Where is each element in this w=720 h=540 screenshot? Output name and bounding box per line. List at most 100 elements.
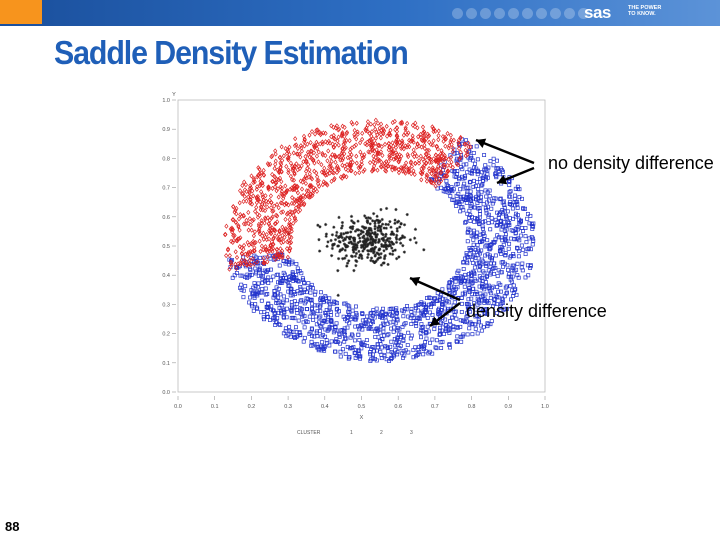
- point-cluster-3: [410, 133, 415, 139]
- point-cluster-2: [318, 314, 323, 319]
- point-cluster-2: [332, 299, 336, 304]
- point-cluster-1: [379, 224, 383, 229]
- point-cluster-3: [411, 147, 416, 153]
- point-cluster-2: [370, 356, 375, 361]
- point-cluster-3: [413, 160, 418, 167]
- point-cluster-2: [383, 318, 388, 323]
- point-cluster-2: [500, 297, 505, 302]
- point-cluster-3: [269, 199, 274, 205]
- point-cluster-1: [352, 250, 356, 254]
- point-cluster-1: [355, 245, 359, 249]
- point-cluster-3: [296, 197, 301, 203]
- point-cluster-3: [227, 266, 232, 272]
- point-cluster-3: [342, 138, 347, 144]
- point-cluster-3: [262, 208, 268, 214]
- point-cluster-2: [368, 352, 373, 357]
- point-cluster-3: [302, 143, 307, 149]
- point-cluster-3: [300, 196, 305, 202]
- point-cluster-3: [309, 176, 315, 182]
- point-cluster-3: [329, 158, 334, 165]
- point-cluster-2: [468, 205, 473, 210]
- point-cluster-2: [266, 275, 271, 280]
- point-cluster-1: [380, 217, 384, 222]
- point-cluster-2: [310, 343, 315, 348]
- point-cluster-1: [386, 236, 390, 241]
- point-cluster-2: [297, 291, 302, 296]
- point-cluster-2: [310, 327, 315, 332]
- point-cluster-2: [255, 285, 260, 290]
- point-cluster-3: [405, 152, 410, 158]
- point-cluster-1: [361, 243, 365, 247]
- point-cluster-2: [502, 205, 507, 210]
- point-cluster-3: [264, 198, 269, 204]
- point-cluster-1: [324, 232, 328, 236]
- point-cluster-2: [505, 219, 510, 224]
- point-cluster-3: [367, 149, 373, 155]
- point-cluster-3: [437, 180, 442, 186]
- point-cluster-2: [439, 293, 444, 298]
- point-cluster-2: [454, 316, 459, 321]
- point-cluster-3: [392, 166, 398, 172]
- point-cluster-3: [248, 183, 253, 189]
- point-cluster-2: [281, 294, 286, 299]
- point-cluster-2: [389, 326, 394, 331]
- point-cluster-3: [387, 131, 392, 137]
- point-cluster-3: [256, 197, 261, 203]
- point-cluster-3: [354, 136, 359, 142]
- point-cluster-2: [437, 310, 442, 315]
- point-cluster-3: [299, 163, 304, 169]
- point-cluster-2: [518, 219, 523, 224]
- point-cluster-2: [353, 315, 358, 320]
- point-cluster-2: [327, 296, 332, 301]
- point-cluster-2: [435, 299, 440, 303]
- point-cluster-3: [227, 252, 232, 259]
- point-cluster-2: [480, 282, 485, 287]
- point-cluster-3: [436, 128, 441, 134]
- point-cluster-1: [365, 244, 369, 248]
- point-cluster-2: [468, 189, 473, 194]
- point-cluster-3: [363, 126, 368, 132]
- point-cluster-1: [352, 245, 356, 249]
- point-cluster-3: [336, 134, 341, 140]
- point-cluster-3: [379, 144, 384, 150]
- point-cluster-2: [496, 170, 501, 175]
- point-cluster-1: [382, 257, 387, 261]
- legend-label: 2: [380, 430, 383, 436]
- point-cluster-2: [506, 267, 510, 272]
- point-cluster-3: [347, 138, 352, 144]
- point-cluster-2: [271, 295, 276, 300]
- point-cluster-3: [249, 201, 255, 207]
- point-cluster-2: [324, 341, 329, 346]
- point-cluster-3: [331, 170, 336, 176]
- point-cluster-1: [388, 244, 393, 248]
- point-cluster-2: [464, 162, 469, 167]
- point-cluster-2: [310, 301, 314, 306]
- point-cluster-2: [362, 323, 367, 328]
- point-cluster-3: [415, 141, 420, 147]
- point-cluster-2: [508, 284, 513, 289]
- annotation-no-density-difference: no density difference: [548, 153, 714, 173]
- point-cluster-2: [477, 284, 482, 289]
- point-cluster-3: [257, 166, 262, 172]
- point-cluster-3: [405, 120, 410, 126]
- point-cluster-3: [418, 131, 423, 138]
- point-cluster-3: [342, 173, 347, 179]
- point-cluster-2: [493, 253, 498, 258]
- point-cluster-2: [494, 223, 499, 228]
- point-cluster-2: [334, 337, 339, 342]
- point-cluster-1: [384, 206, 389, 211]
- point-cluster-2: [502, 203, 507, 208]
- point-cluster-2: [324, 338, 329, 343]
- point-cluster-2: [301, 277, 306, 282]
- point-cluster-2: [428, 305, 433, 310]
- point-cluster-3: [305, 141, 310, 147]
- arrow-density-2-head: [430, 316, 441, 326]
- point-cluster-3: [243, 251, 248, 257]
- point-cluster-2: [484, 284, 489, 288]
- point-cluster-2: [447, 343, 452, 347]
- point-cluster-1: [372, 249, 376, 254]
- point-cluster-3: [334, 169, 340, 176]
- point-cluster-3: [273, 174, 278, 180]
- point-cluster-3: [284, 231, 289, 237]
- point-cluster-1: [353, 242, 358, 246]
